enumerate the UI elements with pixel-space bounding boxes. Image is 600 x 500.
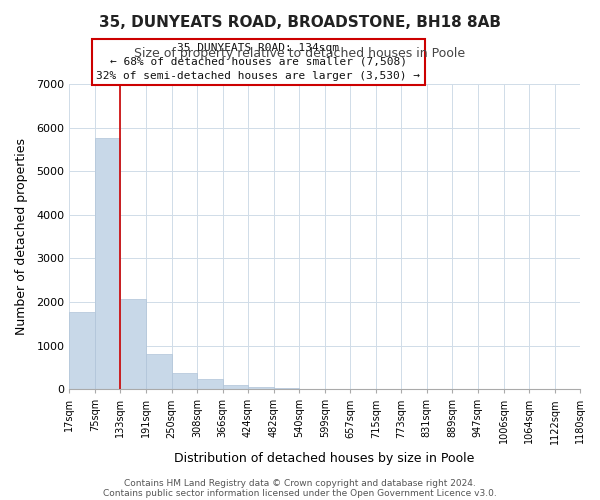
Text: Contains public sector information licensed under the Open Government Licence v3: Contains public sector information licen… [103, 488, 497, 498]
Bar [274, 388, 299, 389]
Y-axis label: Number of detached properties: Number of detached properties [15, 138, 28, 335]
Text: Contains HM Land Registry data © Crown copyright and database right 2024.: Contains HM Land Registry data © Crown c… [124, 478, 476, 488]
Bar [146, 354, 172, 389]
Bar [172, 373, 197, 389]
Text: Size of property relative to detached houses in Poole: Size of property relative to detached ho… [134, 48, 466, 60]
Bar [95, 138, 120, 389]
Bar [223, 385, 248, 389]
Bar [120, 300, 146, 389]
Bar [70, 312, 95, 389]
Text: 35 DUNYEATS ROAD: 134sqm
← 68% of detached houses are smaller (7,508)
32% of sem: 35 DUNYEATS ROAD: 134sqm ← 68% of detach… [96, 43, 420, 81]
Bar [248, 387, 274, 389]
Bar [197, 379, 223, 389]
X-axis label: Distribution of detached houses by size in Poole: Distribution of detached houses by size … [175, 452, 475, 465]
Text: 35, DUNYEATS ROAD, BROADSTONE, BH18 8AB: 35, DUNYEATS ROAD, BROADSTONE, BH18 8AB [99, 15, 501, 30]
